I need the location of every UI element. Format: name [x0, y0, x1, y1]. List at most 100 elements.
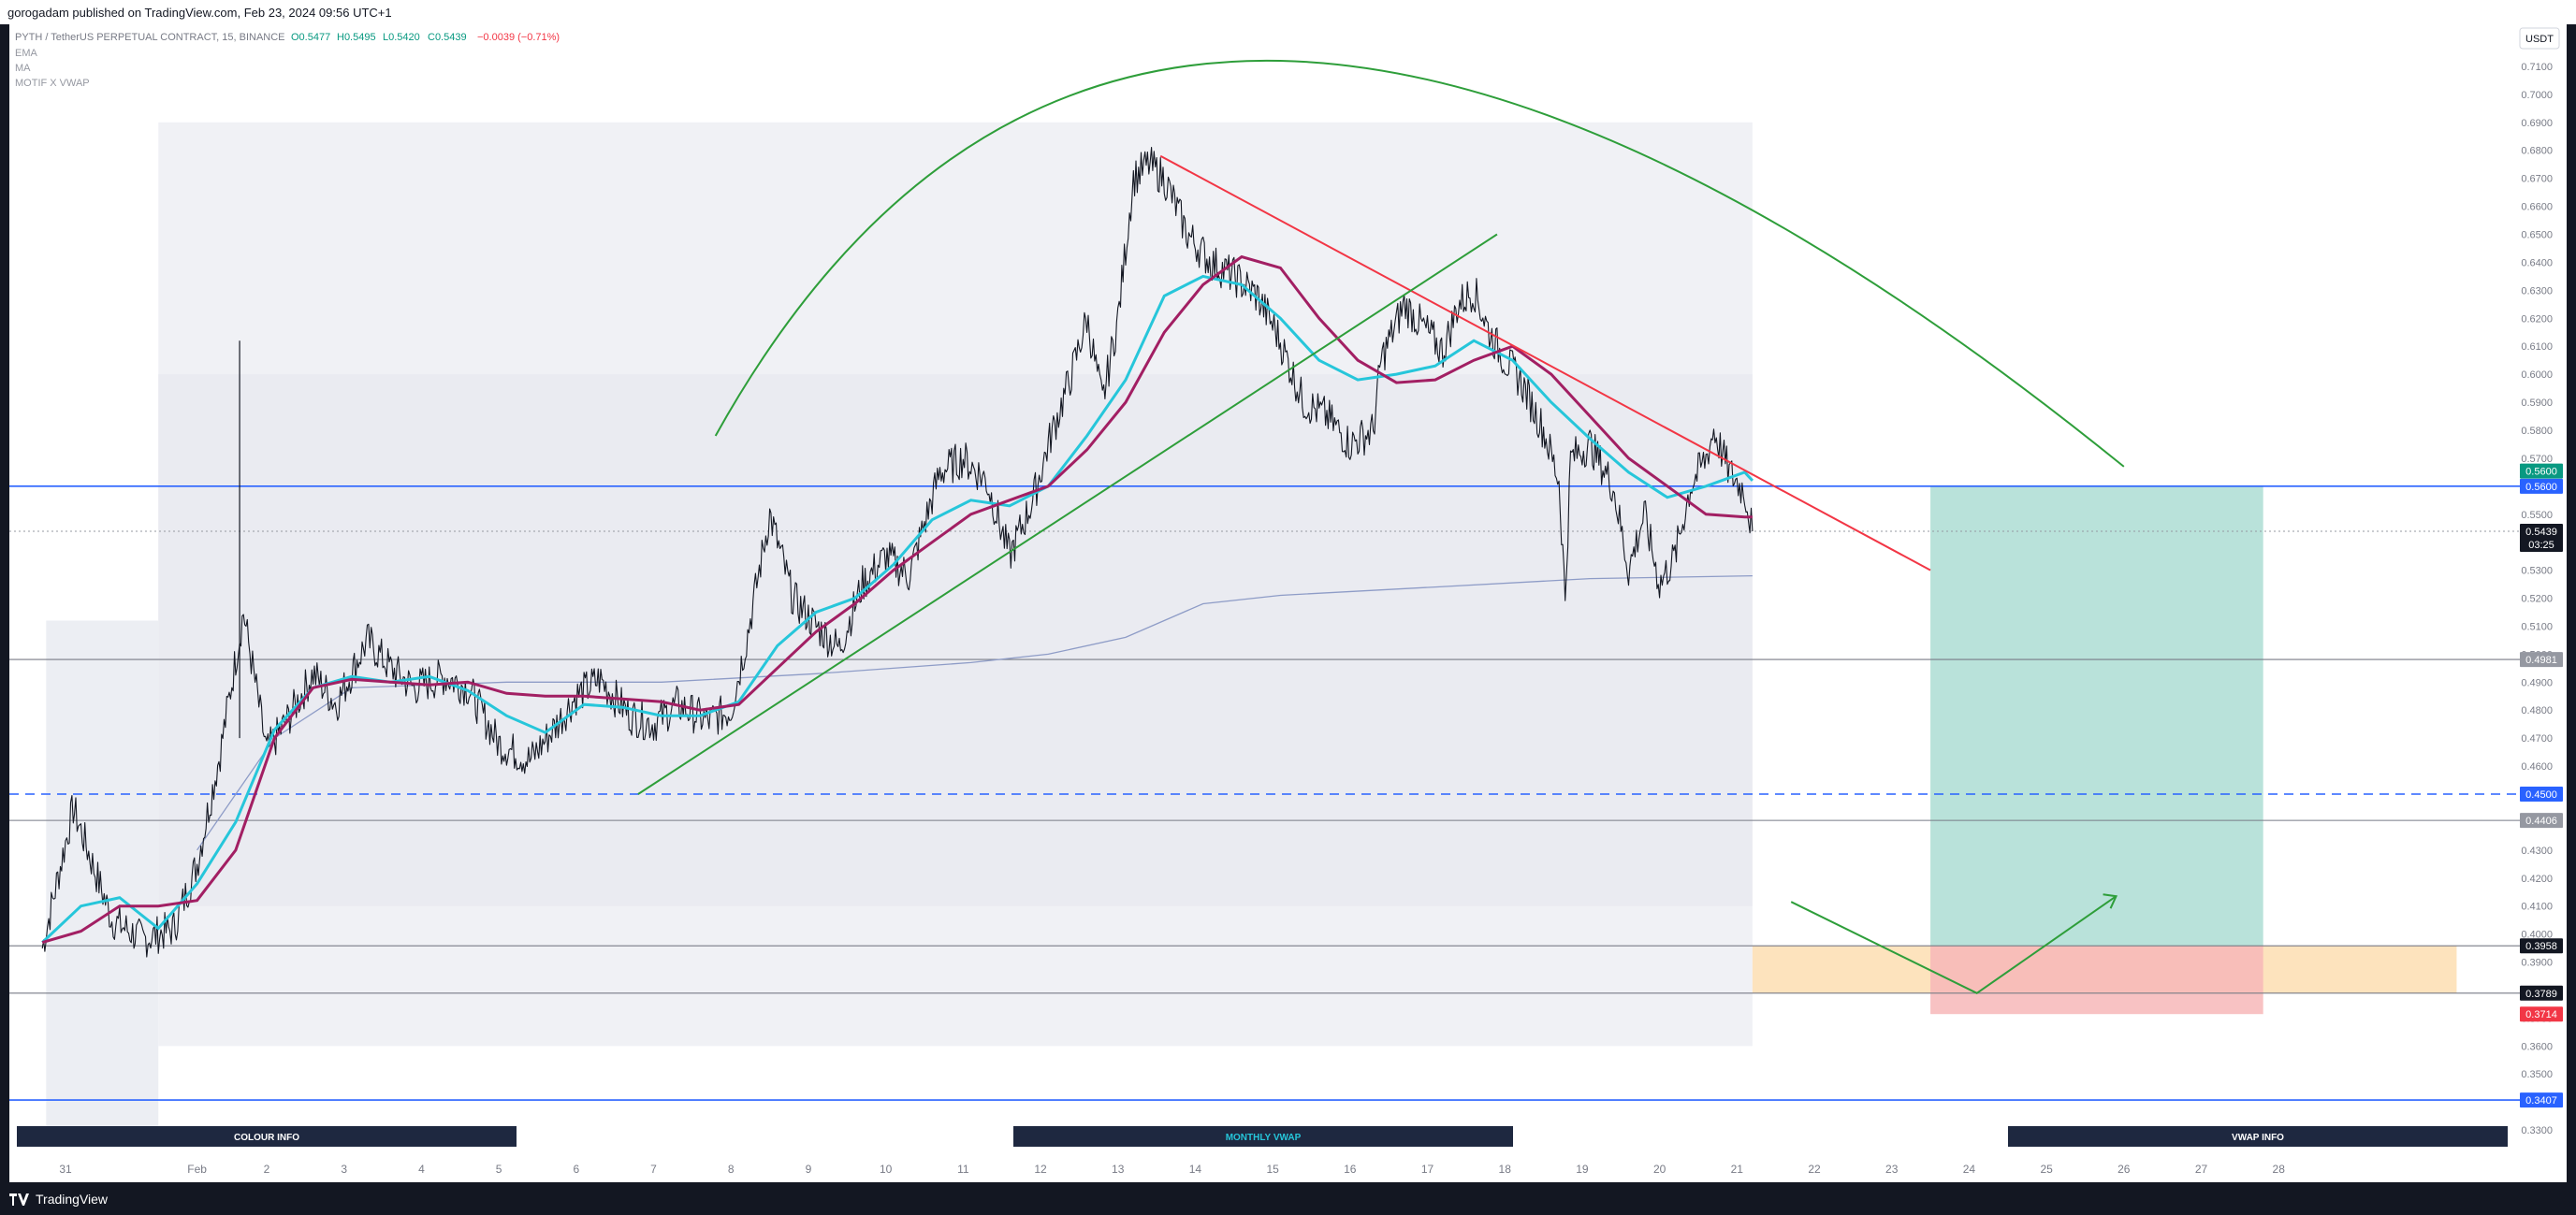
legend-ma[interactable]: MA	[15, 63, 31, 74]
currency-badge[interactable]: USDT	[2519, 27, 2560, 50]
y-tick-label: 0.3300	[2521, 1125, 2553, 1136]
x-tick-label: 16	[1344, 1163, 1357, 1176]
resistance-trendline[interactable]	[1159, 154, 1931, 571]
target-zone[interactable]	[1930, 485, 2263, 947]
x-tick-label: 19	[1576, 1163, 1589, 1176]
x-tick-label: 21	[1731, 1163, 1744, 1176]
y-tick-label: 0.4800	[2521, 705, 2553, 716]
price-tag-box	[2520, 478, 2563, 494]
y-tick-label: 0.5700	[2521, 454, 2553, 465]
price-tag-label: 0.5439	[2525, 527, 2557, 538]
stop-zone[interactable]	[1930, 946, 2263, 1015]
x-tick-label: 10	[880, 1163, 893, 1176]
price-tag-label: 0.4500	[2525, 789, 2557, 801]
y-tick-label: 0.5100	[2521, 621, 2553, 632]
price-tag-label: 0.4981	[2525, 655, 2557, 666]
ma-line[interactable]	[41, 254, 1753, 945]
price-tag-label: 0.3714	[2525, 1009, 2557, 1020]
support-trendline[interactable]	[637, 233, 1498, 795]
price-tag-box	[2520, 938, 2563, 954]
y-tick-label: 0.4300	[2521, 846, 2553, 857]
prior-vwap-band	[46, 620, 159, 1131]
vwap-line[interactable]	[196, 574, 1753, 851]
tradingview-logo[interactable]: TradingView	[9, 1192, 108, 1207]
x-tick-label: 18	[1499, 1163, 1512, 1176]
y-tick-label: 0.4000	[2521, 930, 2553, 941]
horizontal-levels	[9, 485, 2526, 1101]
y-tick-label: 0.5800	[2521, 426, 2553, 437]
legend-change: −0.0039 (−0.71%)	[477, 32, 560, 43]
x-tick-label: 3	[341, 1163, 347, 1176]
currency-label: USDT	[2525, 34, 2554, 45]
x-tick-label: 23	[1885, 1163, 1899, 1176]
price-tag-box	[2520, 652, 2563, 668]
x-tick-label: 26	[2118, 1163, 2131, 1176]
legend-ema[interactable]: EMA	[15, 48, 38, 59]
x-tick-label: 22	[1808, 1163, 1821, 1176]
price-tag-box	[2520, 1006, 2563, 1022]
y-tick-label: 0.6300	[2521, 285, 2553, 297]
x-tick-label: 15	[1266, 1163, 1279, 1176]
colour-info-label: COLOUR INFO	[234, 1133, 299, 1143]
price-tag-label: 0.3407	[2525, 1095, 2557, 1107]
y-tick-label: 0.5300	[2521, 566, 2553, 577]
tradingview-logo-icon	[9, 1193, 29, 1206]
y-tick-label: 0.4700	[2521, 733, 2553, 745]
chart[interactable]: 0.7100 0.7000 0.6900 0.6800 0.6700 0.6600 0.65…	[9, 24, 2567, 1182]
x-tick-label: 2	[264, 1163, 270, 1176]
y-tick-label: 0.6200	[2521, 313, 2553, 325]
y-tick-label: 0.6900	[2521, 118, 2553, 129]
vwap-info-label: VWAP INFO	[2232, 1133, 2284, 1143]
monthly-vwap-bar[interactable]	[1013, 1126, 1513, 1147]
y-tick-label: 0.3500	[2521, 1069, 2553, 1080]
price-tag-box	[2520, 985, 2563, 1001]
price-tag-label: 0.5600	[2525, 467, 2557, 478]
legend-open: O0.5477	[291, 32, 330, 43]
x-tick-label: 12	[1034, 1163, 1047, 1176]
publish-bar: gorogadam published on TradingView.com, …	[0, 0, 2576, 24]
vwap-bands	[46, 122, 1753, 1131]
price-tag-label: 0.4406	[2525, 816, 2557, 827]
x-tick-label: 20	[1653, 1163, 1666, 1176]
y-tick-label: 0.4100	[2521, 902, 2553, 913]
colour-info-bar[interactable]	[17, 1126, 517, 1147]
chart-frame[interactable]: 0.7100 0.7000 0.6900 0.6800 0.6700 0.6600 0.65…	[9, 24, 2567, 1182]
position-zones	[1752, 485, 2457, 1015]
price-line[interactable]	[41, 147, 1754, 958]
x-tick-label: 9	[806, 1163, 812, 1176]
x-tick-label: 25	[2040, 1163, 2053, 1176]
price-tag-box	[2520, 524, 2563, 553]
projection-arrowhead	[2103, 893, 2118, 909]
footer: TradingView	[0, 1182, 2576, 1215]
x-tick-label: 11	[957, 1163, 969, 1176]
y-tick-label: 0.3600	[2521, 1041, 2553, 1052]
arc-curve[interactable]	[714, 59, 2125, 468]
y-tick-label: 0.6100	[2521, 341, 2553, 353]
price-tag-label: 0.3958	[2525, 941, 2557, 952]
projection-path[interactable]	[1790, 895, 2118, 994]
price-tag-box	[2520, 463, 2563, 479]
vwap-info-bar[interactable]	[2008, 1126, 2508, 1147]
x-tick-label: 14	[1189, 1163, 1202, 1176]
x-tick-label: 27	[2195, 1163, 2208, 1176]
y-tick-label: 0.4600	[2521, 761, 2553, 773]
drawings-layer	[637, 59, 2125, 994]
price-tag-box	[2520, 787, 2563, 803]
y-tick-label: 0.6000	[2521, 369, 2553, 381]
legend-vwap[interactable]: MOTIF X VWAP	[15, 78, 90, 89]
price-axis: 0.7100 0.7000 0.6900 0.6800 0.6700 0.6600 0.65…	[2520, 62, 2563, 1136]
x-tick-label: 17	[1421, 1163, 1434, 1176]
x-tick-label: 5	[496, 1163, 502, 1176]
price-tag-label: 0.3789	[2525, 989, 2557, 1000]
y-tick-label: 0.3900	[2521, 958, 2553, 969]
legend-high: H0.5495	[337, 32, 376, 43]
legend-low: L0.5420	[383, 32, 420, 43]
x-tick-label: 24	[1963, 1163, 1976, 1176]
legend-close: C0.5439	[428, 32, 467, 43]
price-tag-box	[2520, 1092, 2563, 1108]
y-tick-label: 0.6700	[2521, 174, 2553, 185]
y-tick-label: 0.7100	[2521, 62, 2553, 73]
legend: PYTH / TetherUS PERPETUAL CONTRACT, 15, …	[15, 32, 560, 89]
y-tick-label: 0.6500	[2521, 230, 2553, 241]
monthly-vwap-label: MONTHLY VWAP	[1226, 1133, 1302, 1143]
